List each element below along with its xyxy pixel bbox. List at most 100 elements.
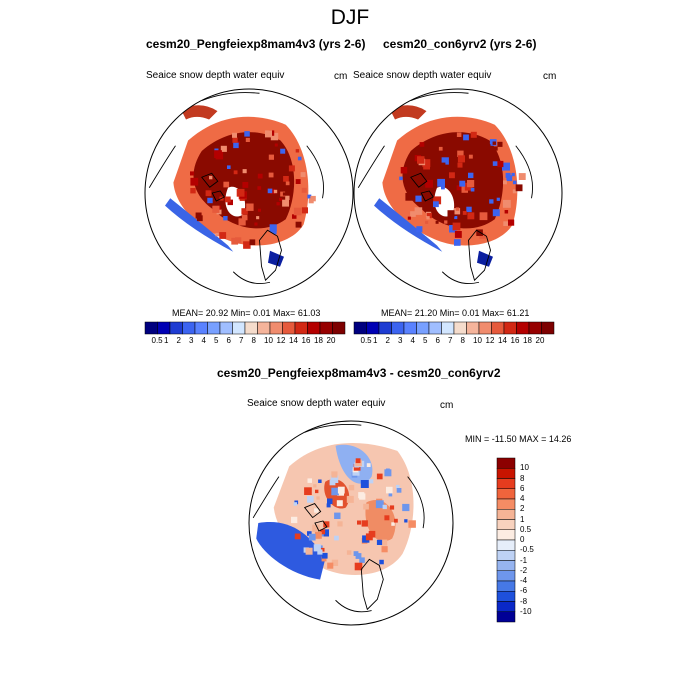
map-grid-cell [313, 484, 317, 488]
map-grid-cell [404, 519, 408, 523]
map-grid-cell [219, 232, 227, 239]
colorbar-swatch [366, 321, 380, 335]
map-grid-cell [223, 181, 230, 188]
map-grid-cell [190, 177, 199, 186]
colorbar-tick-label: 0 [520, 535, 525, 544]
map-grid-cell [318, 479, 322, 483]
map-grid-cell [232, 132, 237, 138]
colorbar-swatch [182, 321, 196, 335]
map-grid-cell [384, 469, 392, 477]
colorbar-swatch [294, 321, 308, 335]
map-grid-cell [327, 498, 333, 504]
map-grid-cell [254, 222, 258, 226]
map-grid-cell [307, 496, 314, 503]
colorbar-swatch [144, 321, 158, 335]
map-grid-cell [307, 478, 312, 483]
coastline [148, 92, 324, 285]
baltic-region [268, 250, 284, 267]
map-grid-cell [492, 209, 500, 217]
thin-snow-region [165, 198, 234, 252]
map-grid-cell [288, 165, 295, 172]
colorbar-tick-label: 14 [498, 336, 507, 345]
map-grid-cell [305, 547, 313, 555]
map-boundary [353, 88, 563, 298]
map-grid-cell [391, 522, 395, 526]
colorbar-swatch [496, 488, 516, 500]
colorbar-tick-label: -1 [520, 555, 528, 565]
colorbar-tick-label: -0.5 [520, 545, 534, 555]
panel2-colorbar [353, 321, 555, 335]
colorbar-swatch [269, 321, 283, 335]
colorbar-swatch [219, 321, 233, 335]
map-grid-cell [300, 172, 306, 178]
map-grid-cell [235, 237, 242, 244]
map-grid-cell [295, 221, 302, 228]
map-grid-cell [337, 486, 345, 494]
map-grid-cell [244, 131, 250, 137]
map-grid-cell [433, 201, 439, 208]
map-grid-cell [205, 190, 212, 197]
panel2-polar-map [353, 88, 563, 298]
map-field [252, 423, 425, 613]
map-field [148, 92, 324, 285]
colorbar-swatch [391, 321, 405, 335]
map-grid-cell [280, 148, 286, 154]
map-grid-cell [497, 141, 503, 147]
colorbar-tick-label: 4 [520, 494, 525, 503]
map-grid-cell [357, 520, 362, 525]
map-grid-cell [321, 529, 329, 537]
colorbar-tick-label: 4 [201, 336, 206, 345]
colorbar-tick-label: 0.5 [360, 336, 372, 345]
colorbar-swatch [496, 560, 516, 571]
colorbar-tick-label: 16 [301, 336, 311, 345]
colorbar-tick-label: 5 [423, 336, 428, 345]
map-grid-cell [314, 508, 319, 513]
map-grid-cell [301, 207, 308, 214]
panel2-variable-label: Seaice snow depth water equiv [353, 70, 492, 81]
colorbar-swatch [496, 509, 516, 520]
map-grid-cell [389, 505, 395, 510]
map-grid-cell [329, 479, 336, 486]
map-grid-cell [315, 489, 319, 494]
colorbar-swatch [541, 321, 555, 335]
map-grid-cell [361, 520, 368, 527]
colorbar-swatch [496, 478, 516, 489]
figure-title: DJF [330, 6, 370, 29]
colorbar-swatch [496, 457, 516, 469]
map-grid-cell [508, 219, 515, 226]
map-grid-cell [399, 176, 403, 181]
map-grid-cell [353, 551, 359, 556]
colorbar-swatch [378, 321, 392, 335]
map-grid-cell [470, 131, 477, 138]
map-grid-cell [355, 553, 362, 559]
map-grid-cell [437, 178, 445, 187]
map-grid-cell [282, 199, 289, 207]
map-grid-cell [265, 130, 272, 138]
map-grid-cell [359, 557, 365, 563]
colorbar-swatch [491, 321, 505, 335]
map-grid-cell [506, 175, 513, 182]
map-grid-cell [502, 199, 511, 208]
panel1-title: cesm20_Pengfeiexp8mam4v3 (yrs 2-6) [146, 37, 366, 51]
map-grid-cell [438, 146, 443, 151]
map-grid-cell [348, 484, 355, 491]
map-grid-cell [307, 194, 312, 199]
diff-min-max: MIN = -11.50 MAX = 14.26 [465, 434, 572, 444]
colorbar-tick-label: 2 [520, 504, 525, 514]
colorbar-swatch [453, 321, 467, 335]
colorbar-tick-label: 8 [251, 336, 256, 345]
map-grid-cell [312, 524, 320, 532]
map-grid-cell [220, 145, 227, 152]
map-grid-cell [431, 156, 436, 161]
colorbar-swatch [319, 321, 333, 335]
colorbar-tick-label: 2 [385, 336, 390, 345]
colorbar-tick-label: -6 [520, 586, 528, 596]
positive-diff-region [365, 500, 396, 542]
panel1-colorbar-ticks: 0.5 1 2 3 4 5 6 7 8 10 12 14 16 18 20 [145, 336, 345, 348]
map-grid-cell [270, 132, 279, 141]
map-grid-cell [457, 150, 464, 157]
colorbar-tick-label: 20 [326, 336, 336, 345]
panel1-variable-label: Seaice snow depth water equiv [146, 70, 285, 81]
map-grid-cell [468, 172, 474, 179]
panel2-colorbar-ticks: 0.5 1 2 3 4 5 6 7 8 10 12 14 16 18 20 [354, 336, 554, 348]
